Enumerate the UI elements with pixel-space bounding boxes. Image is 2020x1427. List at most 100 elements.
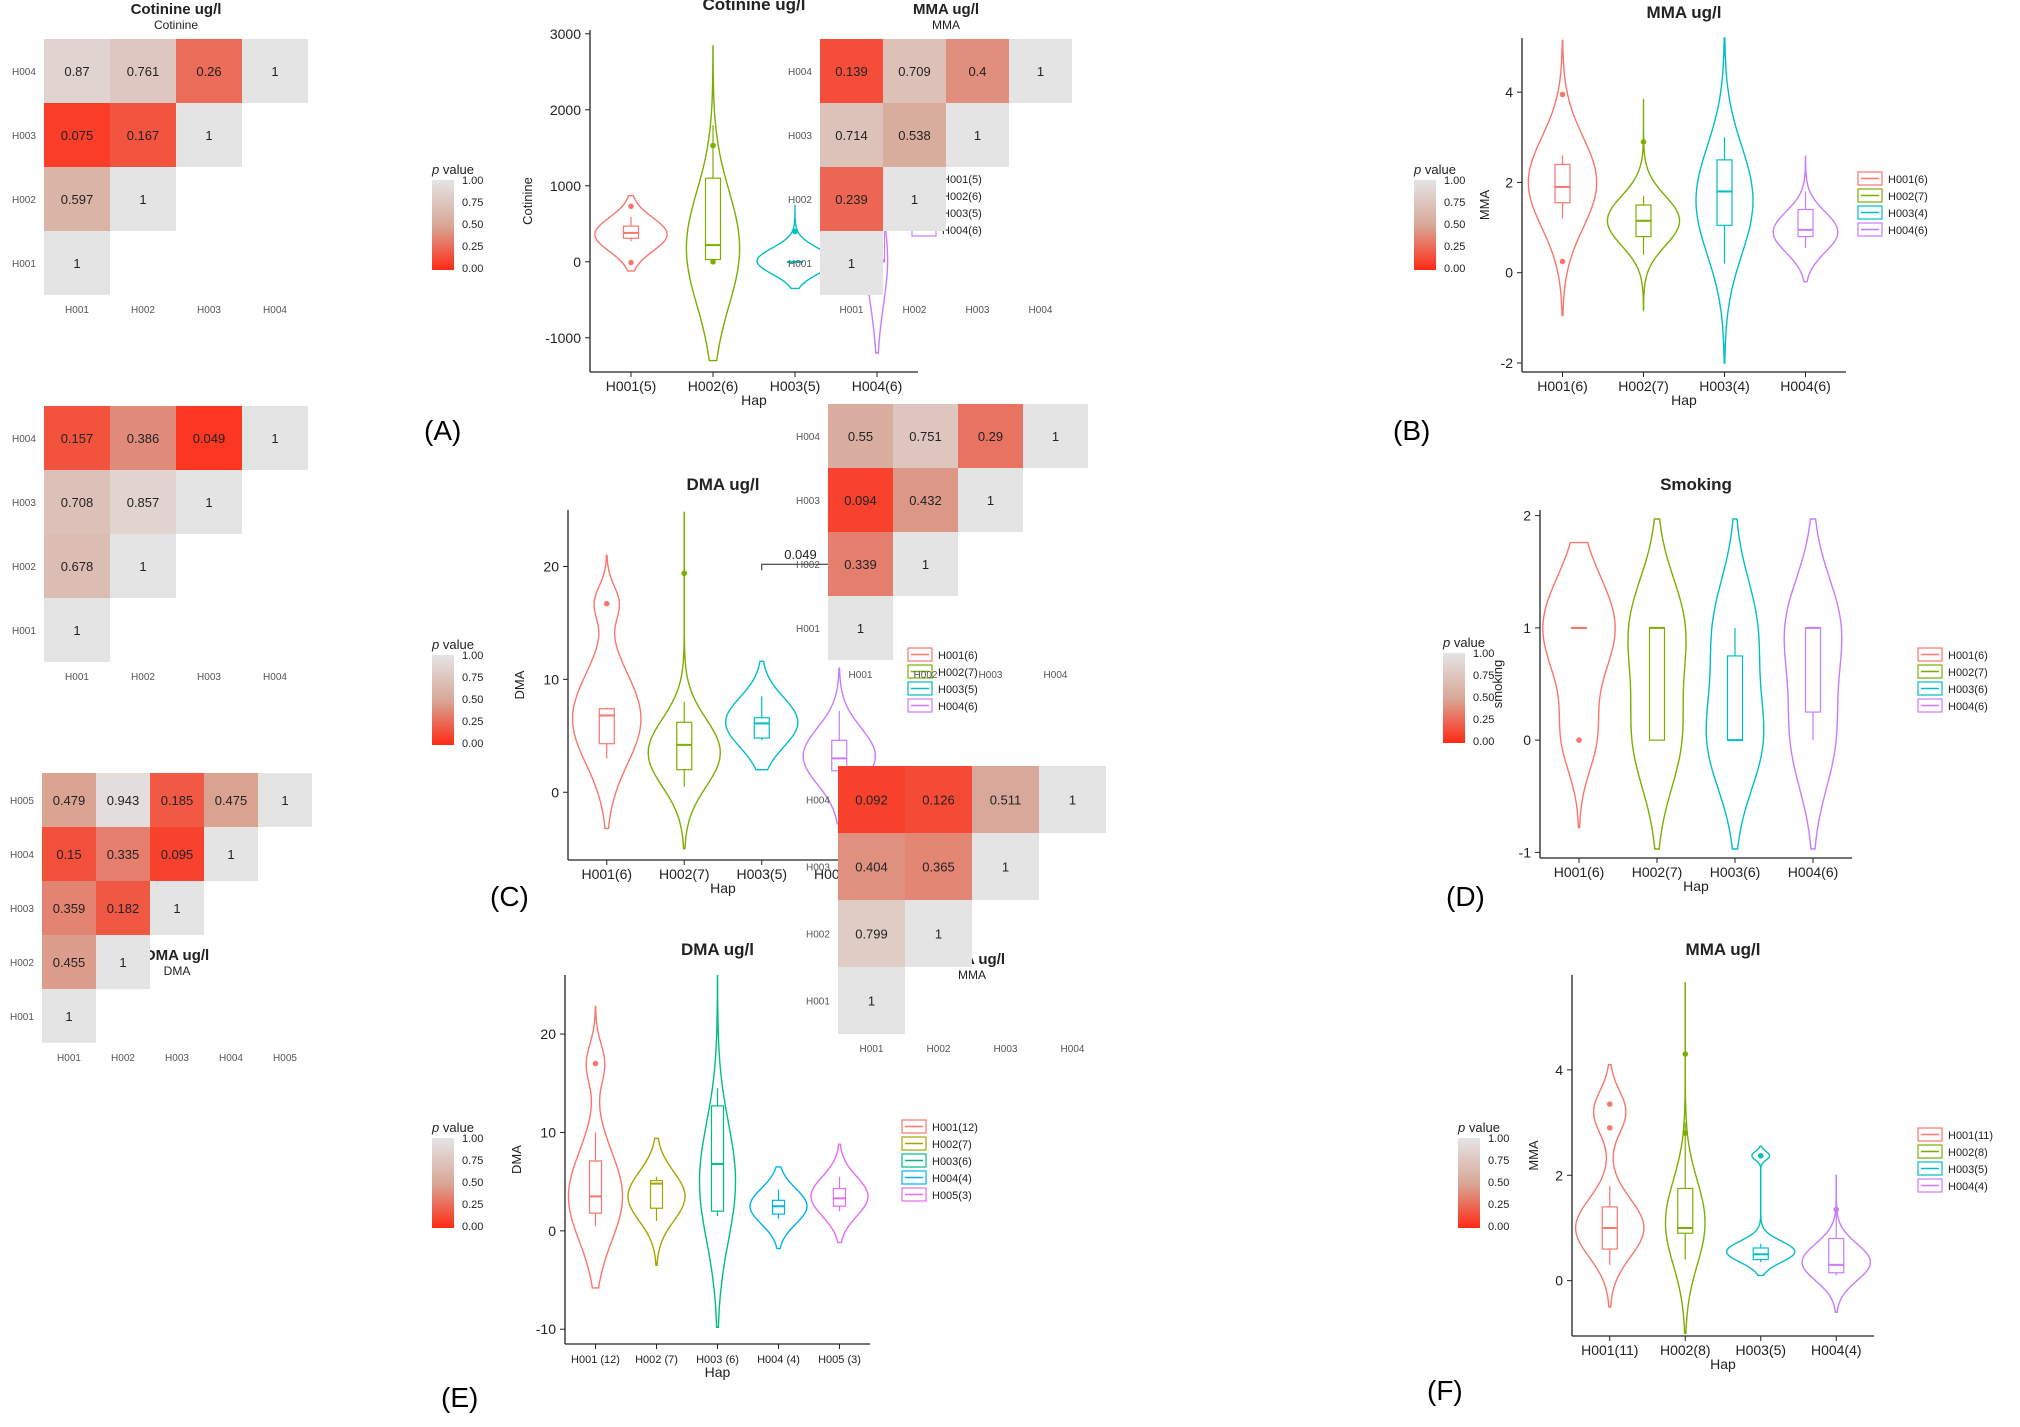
legend-tick-label: 1.00 bbox=[1473, 648, 1494, 660]
heatmap-cell bbox=[96, 935, 150, 989]
p-value-legend-title: p value bbox=[431, 637, 474, 652]
heatmap-cell-label: 0.511 bbox=[990, 793, 1022, 808]
heatmap-cell bbox=[44, 103, 110, 167]
legend-tick-label: 0.50 bbox=[462, 1177, 483, 1189]
legend-tick-label: 1.00 bbox=[462, 175, 483, 187]
box bbox=[598, 708, 615, 745]
panel-label-e: (E) bbox=[441, 1382, 478, 1413]
heatmap-cell bbox=[1009, 39, 1072, 103]
legend-tick-label: 0.50 bbox=[1473, 692, 1494, 704]
heatmap-y-tick: H003 bbox=[10, 904, 34, 915]
heatmap-y-tick: H001 bbox=[806, 997, 830, 1008]
heatmap-y-tick: H004 bbox=[10, 850, 34, 861]
heatmap-cell-label: 0.139 bbox=[835, 64, 868, 79]
y-tick-label: 2 bbox=[1523, 508, 1531, 524]
x-tick-label: H004 (4) bbox=[757, 1354, 800, 1366]
legend-key bbox=[901, 1187, 927, 1202]
heatmap-cell-label: 1 bbox=[848, 256, 855, 271]
legend-tick-label: 0.50 bbox=[1488, 1177, 1509, 1189]
heatmap-cell-label: 1 bbox=[271, 431, 278, 446]
heatmap-cell bbox=[946, 103, 1009, 167]
y-axis-label: MMA bbox=[1477, 190, 1492, 221]
legend-tick-label: 0.50 bbox=[462, 219, 483, 231]
legend-label: H001(6) bbox=[1888, 174, 1928, 186]
heatmap-cell-label: 0.095 bbox=[161, 847, 194, 862]
violin-title: MMA ug/l bbox=[1686, 940, 1761, 959]
x-tick-label: H002 (7) bbox=[635, 1354, 678, 1366]
heatmap-y-tick: H005 bbox=[10, 796, 34, 807]
violin-shape bbox=[1606, 98, 1681, 312]
heatmap-cell bbox=[972, 833, 1039, 900]
box bbox=[710, 1105, 725, 1212]
heatmap-cell-label: 1 bbox=[935, 927, 942, 942]
legend-label: H004(4) bbox=[932, 1173, 972, 1185]
box bbox=[588, 1160, 603, 1214]
x-tick-label: H002(8) bbox=[1660, 1342, 1711, 1358]
heatmap-cell-label: 0.709 bbox=[898, 64, 931, 79]
heatmap-cell bbox=[883, 167, 946, 231]
heatmap-x-tick: H001 bbox=[65, 305, 89, 316]
p-value-legend-title: p value bbox=[431, 1120, 474, 1135]
x-tick-label: H004(6) bbox=[852, 378, 903, 394]
heatmap-cell-label: 1 bbox=[139, 192, 146, 207]
violin-shape bbox=[685, 45, 741, 362]
heatmap-x-tick: H003 bbox=[994, 1044, 1018, 1055]
violin-chart-3: Smoking -1 0 1 2 smoking Hap H001(6) H002(7) H003… bbox=[1490, 475, 1988, 894]
heatmap-x-tick: H003 bbox=[979, 670, 1003, 681]
heatmap-cell bbox=[44, 406, 110, 470]
legend-key bbox=[1917, 1178, 1943, 1193]
y-axis-label: DMA bbox=[512, 670, 527, 699]
x-tick-label: H002(7) bbox=[1618, 378, 1669, 394]
x-tick-label: H001(6) bbox=[1537, 378, 1588, 394]
y-tick-label: 0 bbox=[1523, 732, 1531, 748]
heatmap-cell bbox=[44, 167, 110, 231]
legend-title-value: value bbox=[1450, 635, 1485, 650]
panel-label-f: (F) bbox=[1427, 1375, 1463, 1406]
p-value-legend-title: p value bbox=[1457, 1120, 1500, 1135]
heatmap-cell-label: 0.761 bbox=[127, 64, 160, 79]
violin-h005-3 bbox=[810, 1143, 869, 1244]
legend-label: H003(5) bbox=[938, 684, 978, 696]
legend-tick-label: 1.00 bbox=[462, 650, 483, 662]
y-tick-label: -1 bbox=[1519, 844, 1532, 860]
heatmap-y-tick: H004 bbox=[788, 67, 812, 78]
legend-key bbox=[1857, 205, 1883, 220]
heatmap-y-tick: H003 bbox=[12, 498, 36, 509]
legend-label: H002(7) bbox=[1948, 667, 1988, 679]
violin-shape bbox=[647, 511, 722, 850]
heatmap-y-tick: H004 bbox=[796, 432, 820, 443]
heatmap-cell-label: 1 bbox=[227, 847, 234, 862]
violin-h002-6 bbox=[685, 45, 741, 362]
heatmap-cell-label: 0.15 bbox=[56, 847, 81, 862]
heatmap-cell bbox=[242, 406, 308, 470]
x-tick-label: H003 (6) bbox=[696, 1354, 739, 1366]
panel-label-b: (B) bbox=[1393, 415, 1430, 446]
heatmap-cell-label: 0.751 bbox=[909, 429, 942, 444]
heatmap-cell-label: 0.335 bbox=[107, 847, 140, 862]
box bbox=[676, 721, 693, 771]
x-tick-label: H003(6) bbox=[1710, 864, 1761, 880]
heatmap-cell-label: 0.365 bbox=[922, 860, 955, 875]
violin-shape bbox=[810, 1143, 869, 1244]
legend-key bbox=[907, 698, 933, 713]
heatmap-cell bbox=[893, 404, 958, 468]
x-tick-label: H003(5) bbox=[1735, 1342, 1786, 1358]
violin-h001-11 bbox=[1574, 1063, 1645, 1308]
legend-key bbox=[1857, 222, 1883, 237]
heatmap-cell-label: 0.479 bbox=[53, 793, 86, 808]
violin-shape bbox=[1542, 541, 1616, 829]
heatmap-cell bbox=[96, 827, 150, 881]
heatmap-cell bbox=[946, 39, 1009, 103]
violin-h003-6 bbox=[1705, 518, 1765, 850]
heatmap-2: DMA ug/lDMA10.67810.7080.85710.1570.3860… bbox=[12, 406, 483, 750]
box bbox=[753, 717, 770, 739]
legend-label: H002(7) bbox=[938, 667, 978, 679]
legend-tick-label: 0.25 bbox=[1444, 241, 1465, 253]
box bbox=[1677, 1187, 1694, 1234]
legend-label: H001(11) bbox=[1948, 1130, 1993, 1142]
x-axis-label: Hap bbox=[705, 1364, 731, 1380]
heatmap-cell bbox=[893, 468, 958, 532]
legend-label: H002(7) bbox=[1888, 191, 1928, 203]
heatmap-cell bbox=[828, 404, 893, 468]
